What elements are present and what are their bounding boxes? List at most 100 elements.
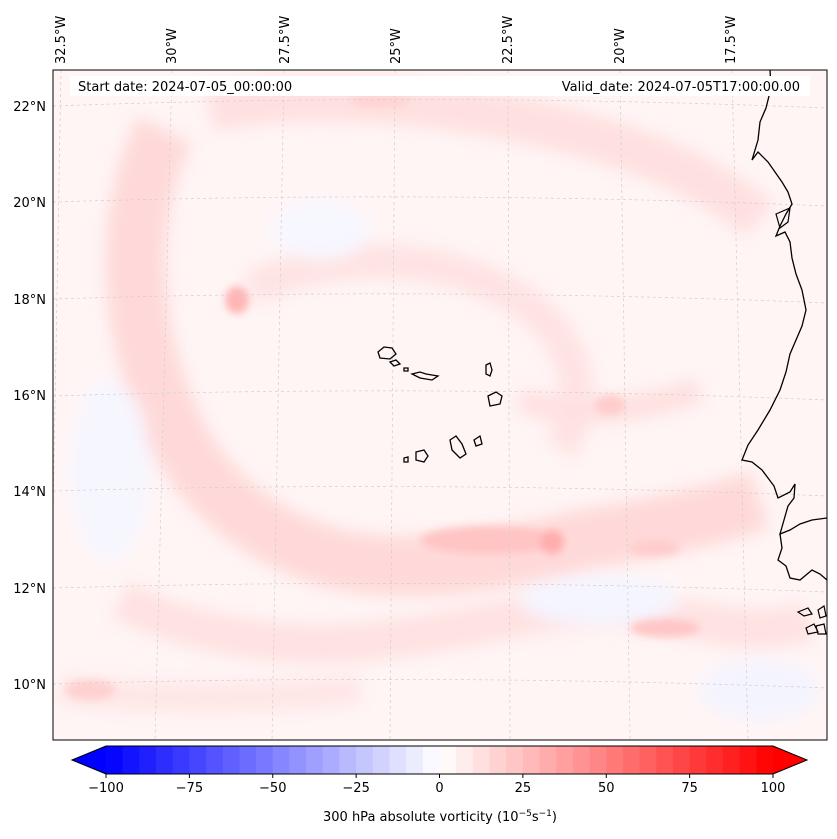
negative-vorticity-patch [520,575,680,625]
colorbar-segment [406,746,424,774]
lon-label: 27.5°W [278,16,293,64]
vorticity-max [595,395,625,415]
island-boa-vista [487,391,503,407]
lon-label: 17.5°W [724,16,739,64]
colorbar-tick-label: 75 [681,781,698,796]
start-date-label: Start date: 2024-07-05_00:00:00 [78,80,292,95]
colorbar-segment [706,746,724,774]
colorbar-segment [156,746,174,774]
island-santo-antao [377,346,397,360]
map-panel [53,70,827,740]
colorbar-segment [389,746,407,774]
colorbar-segment [572,746,591,774]
coastal-island [817,605,827,619]
colorbar-segment [272,746,291,774]
vorticity-max [630,540,680,556]
lon-label: 25°W [389,28,404,64]
parallel-line [53,99,827,109]
vorticity-band [205,76,775,238]
island-santa-luzia [403,367,409,372]
colorbar-segment [589,746,607,774]
lon-label: 22.5°W [501,16,516,64]
vorticity-max [630,619,700,637]
island-santiago [449,435,467,459]
lat-label: 18°N [13,293,46,308]
parallel-line [53,293,827,304]
colorbar-segment [356,746,374,774]
africa-coastline [777,533,827,581]
longitude-labels: 32.5°W 30°W 27.5°W 25°W 22.5°W 20°W 17.5… [54,16,739,64]
vorticity-max [65,680,115,700]
colorbar-segment [306,746,324,774]
colorbar-tick-label: −50 [259,781,286,796]
colorbar-tick-label: −75 [176,781,203,796]
colorbar-segment [756,746,774,774]
colorbar-segment [722,746,741,774]
map-frame [52,69,828,741]
island-sao-nicolau [410,371,440,381]
africa-coastline [741,70,827,536]
meridian-line [731,70,749,740]
parallel-line [53,582,827,593]
colorbar-segment [739,746,757,774]
parallel-line [53,390,827,401]
colorbar-segment [339,746,357,774]
colorbar-segment [689,746,707,774]
colorbar-segment [622,746,641,774]
lat-label: 12°N [13,582,46,597]
island-brava [403,456,409,463]
colorbar-segment [122,746,140,774]
cape-verde-islands [377,346,503,463]
island-sal [485,362,493,377]
colorbar-segment [139,746,157,774]
vorticity-max [540,530,564,554]
colorbar-tick-label: −25 [342,781,369,796]
colorbar: −100 −75 −50 −25 0 25 50 75 100 300 hPa absolute… [70,745,809,825]
parallel-line [53,486,827,497]
parallel-line [53,678,827,689]
lat-label: 10°N [13,678,46,693]
island-fogo [415,449,429,463]
meridian-line [619,70,631,740]
colorbar-tick-label: −100 [88,781,124,796]
colorbar-segment [556,746,574,774]
colorbar-segment [422,746,441,774]
colorbar-tick-label: 25 [515,781,532,796]
valid-date-label: Valid_date: 2024-07-05T17:00:00.00 [562,80,800,95]
colorbar-tick-label: 100 [761,781,786,796]
colorbar-segment [472,746,491,774]
island-maio [473,434,483,447]
colorbar-segment [656,746,674,774]
colorbar-segment [172,746,190,774]
coastal-island [796,607,813,617]
colorbar-segment [672,746,691,774]
colorbar-segment [322,746,341,774]
colorbar-tick-label: 0 [435,781,443,796]
vorticity-band [242,243,594,459]
colorbar-segments [72,746,807,774]
colorbar-segment [222,746,241,774]
negative-vorticity-patch [700,660,820,720]
colorbar-segment [522,746,541,774]
colorbar-extend-min [72,746,106,774]
vorticity-band [105,116,770,597]
colorbar-segment [106,746,124,774]
colorbar-ticks: −100 −75 −50 −25 0 25 50 75 100 [88,774,785,796]
colorbar-segment [606,746,624,774]
colorbar-segment [539,746,557,774]
colorbar-title: 300 hPa absolute vorticity (10−5s−1) [323,809,557,825]
colorbar-segment [506,746,524,774]
vorticity-maxima [65,92,700,700]
island-sao-vicente [388,359,402,367]
header-background [70,76,810,96]
lat-label: 20°N [13,196,46,211]
colorbar-segment [239,746,257,774]
gridlines [53,70,827,740]
lon-label: 32.5°W [54,16,69,64]
lon-label: 30°W [165,28,180,64]
vorticity-contours [58,76,820,720]
colorbar-segment [256,746,274,774]
negative-vorticity-patch [70,380,150,560]
meridian-line [271,70,285,740]
meridian-line [154,70,173,740]
